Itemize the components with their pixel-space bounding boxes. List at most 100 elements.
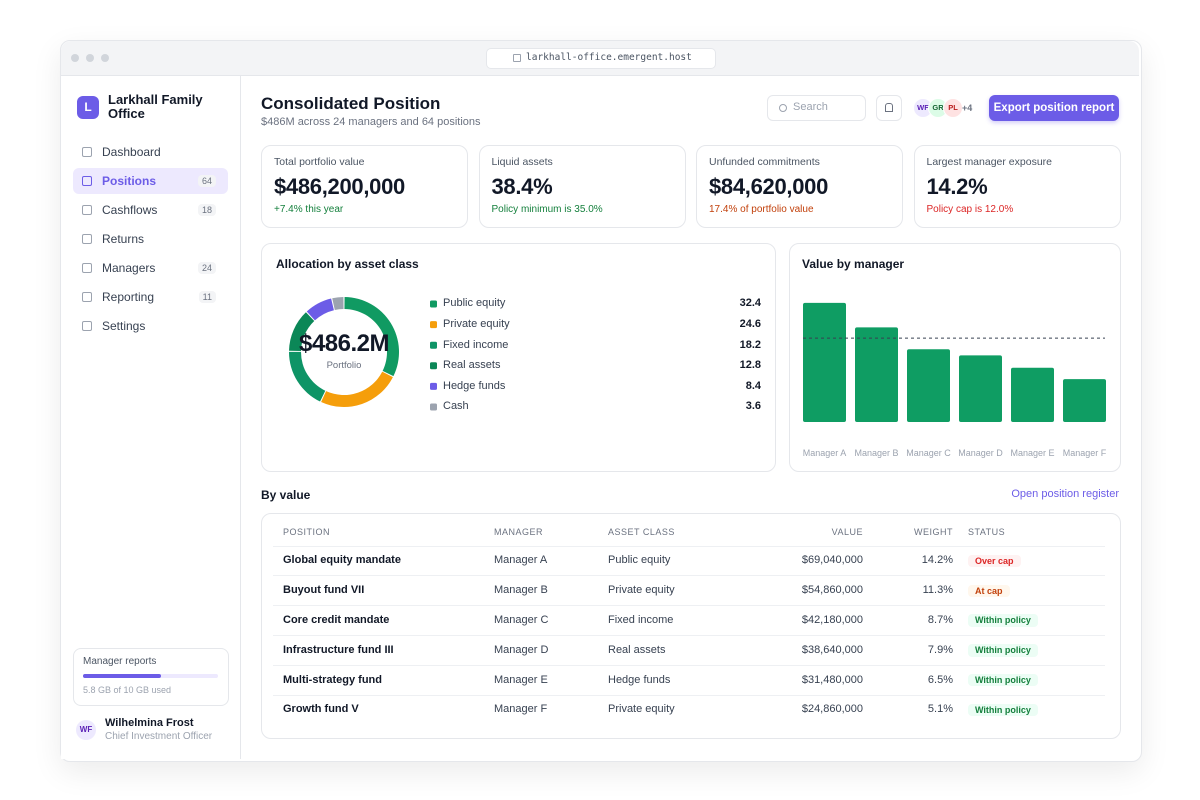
table-cell: Manager C xyxy=(494,613,549,626)
column-header: MANAGER xyxy=(494,526,544,537)
chart-title: Value by manager xyxy=(802,256,905,271)
storage-title: Manager reports xyxy=(83,656,157,667)
window-dot xyxy=(101,54,109,62)
bell-icon xyxy=(885,103,893,112)
legend-label: Cash xyxy=(443,400,469,413)
legend-label: Public equity xyxy=(443,297,506,310)
column-header: VALUE xyxy=(831,526,863,537)
nav-item[interactable]: Positions xyxy=(102,173,157,188)
export-button[interactable]: Export position report xyxy=(989,95,1119,121)
column-header: ASSET CLASS xyxy=(608,526,675,537)
nav-count: 64 xyxy=(197,174,216,188)
table-link[interactable]: Open position register xyxy=(1011,488,1119,501)
table-cell: Manager F xyxy=(494,703,548,716)
kpi-note: Policy cap is 12.0% xyxy=(926,204,1014,215)
status-badge: Within policy xyxy=(968,673,1038,687)
column-header: STATUS xyxy=(968,526,1006,537)
row-divider xyxy=(273,634,1105,636)
chart-title: Allocation by asset class xyxy=(276,256,419,271)
table-cell: 11.3% xyxy=(922,584,953,597)
page-title: Consolidated Position xyxy=(261,94,441,114)
legend-value: 8.4 xyxy=(745,379,761,392)
kpi-value: 38.4% xyxy=(491,173,553,199)
user-name: Wilhelmina Frost xyxy=(105,717,194,730)
table-cell: $38,640,000 xyxy=(801,643,863,656)
kpi-card xyxy=(478,145,686,228)
legend-value: 32.4 xyxy=(739,297,761,310)
brand-logo: L xyxy=(77,96,99,119)
nav-count: 24 xyxy=(197,261,216,275)
brand-name: Larkhall Family Office xyxy=(108,92,203,121)
donut-center-value: $486.2M xyxy=(299,330,389,358)
section-title: By value xyxy=(261,487,311,502)
table-cell: Global equity mandate xyxy=(283,554,401,567)
kpi-card xyxy=(261,145,468,228)
table-cell: Manager D xyxy=(494,643,549,656)
kpi-label: Largest manager exposure xyxy=(926,155,1053,168)
nav-item[interactable]: Cashflows xyxy=(102,202,158,217)
nav-item[interactable]: Managers xyxy=(102,260,156,275)
page-subtitle: $486M across 24 managers and 64 position… xyxy=(261,116,481,129)
table-cell: Manager E xyxy=(494,673,548,686)
legend-label: Private equity xyxy=(443,317,510,330)
nav-item[interactable]: Dashboard xyxy=(102,144,161,159)
table-cell: 6.5% xyxy=(927,673,953,686)
nav-item[interactable]: Reporting xyxy=(102,289,155,304)
window-dot xyxy=(71,54,79,62)
kpi-note: 17.4% of portfolio value xyxy=(709,204,814,215)
x-tick-label: Manager F xyxy=(1062,447,1107,458)
column-header: WEIGHT xyxy=(914,526,953,537)
kpi-label: Liquid assets xyxy=(491,155,553,168)
legend-value: 18.2 xyxy=(739,338,761,351)
table-cell: Private equity xyxy=(608,703,675,716)
window-dot xyxy=(86,54,94,62)
kpi-label: Unfunded commitments xyxy=(709,155,820,168)
kpi-value: $486,200,000 xyxy=(274,173,405,199)
chart-card xyxy=(789,243,1121,472)
legend-label: Real assets xyxy=(443,359,501,372)
table-cell: 5.1% xyxy=(927,703,953,716)
table-cell: Growth fund V xyxy=(283,703,359,716)
table-cell: Infrastructure fund III xyxy=(283,643,394,656)
table-cell: $31,480,000 xyxy=(801,673,863,686)
x-tick-label: Manager A xyxy=(802,447,847,458)
user-avatar: WF xyxy=(76,720,96,740)
storage-fill xyxy=(83,674,162,678)
x-tick-label: Manager D xyxy=(958,447,1003,458)
storage-label: 5.8 GB of 10 GB used xyxy=(83,684,172,695)
row-divider xyxy=(273,664,1105,666)
column-header: POSITION xyxy=(283,526,331,537)
nav-icon xyxy=(82,263,92,273)
nav-item[interactable]: Settings xyxy=(102,318,146,333)
kpi-card xyxy=(696,145,903,228)
kpi-note: Policy minimum is 35.0% xyxy=(491,204,603,215)
legend-value: 12.8 xyxy=(739,359,761,372)
table-cell: 7.9% xyxy=(927,643,953,656)
nav-item[interactable]: Returns xyxy=(102,231,145,246)
url: larkhall-office.emergent.host xyxy=(526,52,692,63)
bell-button[interactable] xyxy=(876,95,902,121)
donut-center-label: Portfolio xyxy=(326,360,362,372)
status-badge: Within policy xyxy=(968,614,1038,627)
nav-icon xyxy=(82,176,92,186)
search-box[interactable] xyxy=(767,95,866,121)
kpi-value: $84,620,000 xyxy=(709,173,829,199)
table-cell: Manager B xyxy=(494,584,548,597)
table-cell: Multi-strategy fund xyxy=(283,673,382,686)
table-cell: Core credit mandate xyxy=(283,613,390,626)
table-cell: 8.7% xyxy=(927,613,953,626)
status-badge: At cap xyxy=(968,584,1010,598)
row-divider xyxy=(273,575,1105,577)
table-cell: Buyout fund VII xyxy=(283,584,365,597)
legend-label: Fixed income xyxy=(443,338,509,351)
kpi-label: Total portfolio value xyxy=(274,155,365,168)
table-cell: Private equity xyxy=(608,584,675,597)
nav-icon xyxy=(82,205,92,215)
table-cell: Fixed income xyxy=(608,613,674,626)
row-divider xyxy=(273,545,1105,547)
kpi-card xyxy=(913,145,1121,228)
avatar: PL xyxy=(943,98,963,118)
x-tick-label: Manager C xyxy=(906,447,951,458)
status-badge: Within policy xyxy=(968,644,1038,657)
search-placeholder: Search xyxy=(793,101,828,114)
